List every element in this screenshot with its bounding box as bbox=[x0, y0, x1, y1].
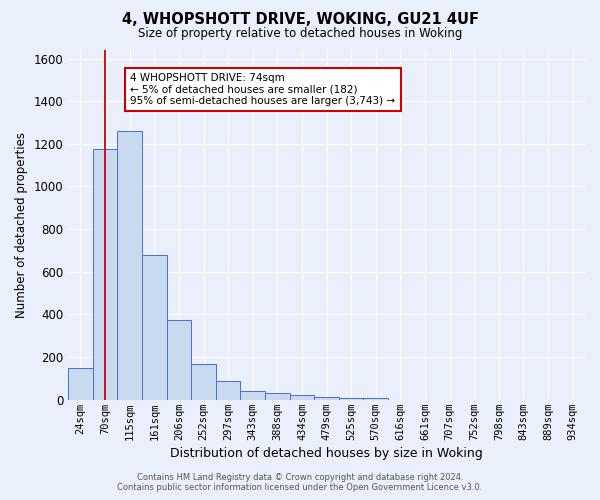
Text: 4 WHOPSHOTT DRIVE: 74sqm
← 5% of detached houses are smaller (182)
95% of semi-d: 4 WHOPSHOTT DRIVE: 74sqm ← 5% of detache… bbox=[130, 72, 395, 106]
Text: 4, WHOPSHOTT DRIVE, WOKING, GU21 4UF: 4, WHOPSHOTT DRIVE, WOKING, GU21 4UF bbox=[121, 12, 479, 28]
Text: Contains HM Land Registry data © Crown copyright and database right 2024.
Contai: Contains HM Land Registry data © Crown c… bbox=[118, 473, 482, 492]
Bar bbox=[191, 364, 216, 400]
Text: Size of property relative to detached houses in Woking: Size of property relative to detached ho… bbox=[138, 28, 462, 40]
Bar bbox=[68, 368, 93, 400]
Bar bbox=[241, 391, 265, 400]
Bar bbox=[290, 395, 314, 400]
Bar bbox=[364, 398, 388, 400]
Bar bbox=[314, 396, 339, 400]
Bar bbox=[216, 380, 241, 400]
Bar bbox=[167, 320, 191, 400]
Bar bbox=[265, 394, 290, 400]
Bar bbox=[118, 131, 142, 400]
X-axis label: Distribution of detached houses by size in Woking: Distribution of detached houses by size … bbox=[170, 447, 483, 460]
Bar bbox=[93, 149, 118, 400]
Bar bbox=[142, 254, 167, 400]
Bar bbox=[339, 398, 364, 400]
Y-axis label: Number of detached properties: Number of detached properties bbox=[15, 132, 28, 318]
